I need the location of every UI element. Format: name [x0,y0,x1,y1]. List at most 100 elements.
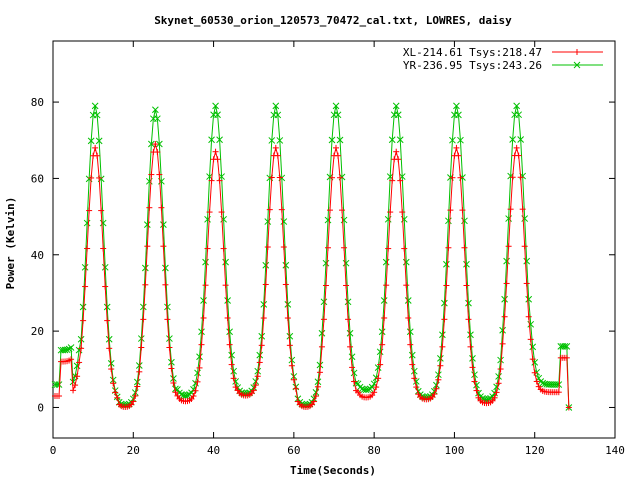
x-marker-cross [553,381,561,388]
x-marker-cross [368,383,376,391]
x-marker-cross [441,299,448,307]
x-axis-label: Time(Seconds) [290,464,376,477]
x-marker-cross [214,111,221,119]
series-xl [52,141,572,411]
x-tick-label: 120 [525,444,545,457]
x-marker-cross [561,343,569,350]
x-marker-cross [370,380,378,388]
x-marker-cross [152,106,159,114]
x-marker-cross [200,297,207,304]
x-marker-cross [79,303,87,311]
x-marker-cross [312,389,320,396]
x-marker-cross [101,263,109,271]
x-tick-label: 80 [368,444,381,457]
x-marker-cross [252,378,260,385]
x-marker-cross [95,137,103,145]
x-marker-cross [344,298,352,306]
x-marker-cross [190,386,197,393]
x-marker-cross [164,303,171,311]
x-marker-cross [284,301,292,308]
x-marker-cross [471,371,478,379]
legend-label: YR-236.95 Tsys:243.26 [403,59,542,72]
x-marker-cross [463,260,470,268]
x-marker-cross [449,136,456,144]
x-marker-cross [328,136,336,144]
x-marker-cross [198,328,205,336]
x-marker-cross [392,102,400,110]
x-marker-cross [453,102,460,110]
x-marker-cross [439,331,446,339]
x-marker-cross [523,257,531,265]
x-marker-cross [276,137,284,144]
x-tick-label: 100 [444,444,464,457]
x-tick-label: 0 [50,444,57,457]
x-marker-cross [539,379,547,387]
x-marker-cross [131,389,139,396]
x-marker-cross [467,331,474,339]
chart-title: Skynet_60530_orion_120573_70472_cal.txt,… [154,14,512,27]
x-marker-cross [208,136,215,144]
x-marker-cross [139,303,147,311]
x-marker-cross [457,136,464,144]
x-marker-cross [103,303,111,311]
series-line [55,105,570,408]
x-marker-cross [212,102,219,110]
x-marker-cross [443,260,450,268]
x-marker-cross [105,335,113,343]
x-marker-cross [515,111,523,119]
plot-series [51,102,573,411]
x-marker-cross [332,102,340,110]
x-marker-cross [386,173,394,180]
x-marker-cross [216,136,223,144]
x-marker-cross [282,261,290,269]
x-marker-cross [147,140,155,148]
x-marker-cross [336,136,344,144]
x-marker-cross [63,346,71,354]
x-marker-cross [378,328,386,336]
x-marker-cross [202,258,209,266]
x-marker-cross [260,301,268,308]
x-marker-cross [509,136,516,143]
x-marker-cross [316,361,324,369]
x-marker-cross [154,115,161,123]
x-marker-cross [394,111,402,119]
x-marker-cross [501,295,508,303]
y-axis-label: Power (Kelvin) [4,197,17,290]
x-marker-cross [340,216,348,224]
x-marker-cross [433,381,440,389]
y-tick-label: 20 [31,325,44,338]
x-marker-cross [170,375,177,382]
x-marker-cross [220,215,227,223]
x-marker-cross [348,353,356,361]
x-marker-cross [469,355,476,362]
x-marker-cross [499,326,506,334]
x-marker-cross [53,381,61,388]
x-marker-cross [226,328,233,336]
x-marker-cross [404,297,412,304]
x-marker-cross [158,177,165,185]
x-marker-cross [274,111,282,119]
x-marker-cross [376,348,384,356]
x-marker-cross [495,373,502,380]
x-marker-cross [83,219,91,227]
x-marker-cross [475,389,482,397]
x-marker-cross [256,351,264,359]
x-marker-cross [254,367,262,375]
x-marker-cross [272,102,280,110]
x-marker-cross [322,259,330,267]
x-marker-cross [222,258,229,266]
x-marker-cross [473,381,480,389]
x-marker-cross [531,359,539,366]
x-marker-cross [137,335,145,342]
x-marker-cross [61,346,69,354]
x-marker-cross [135,362,143,369]
x-marker-cross [410,367,418,375]
x-marker-cross [388,136,396,144]
x-marker-cross [168,358,175,366]
x-marker-cross [133,378,141,386]
x-marker-cross [521,215,529,222]
x-marker-cross [412,378,420,385]
x-marker-cross [262,261,270,269]
